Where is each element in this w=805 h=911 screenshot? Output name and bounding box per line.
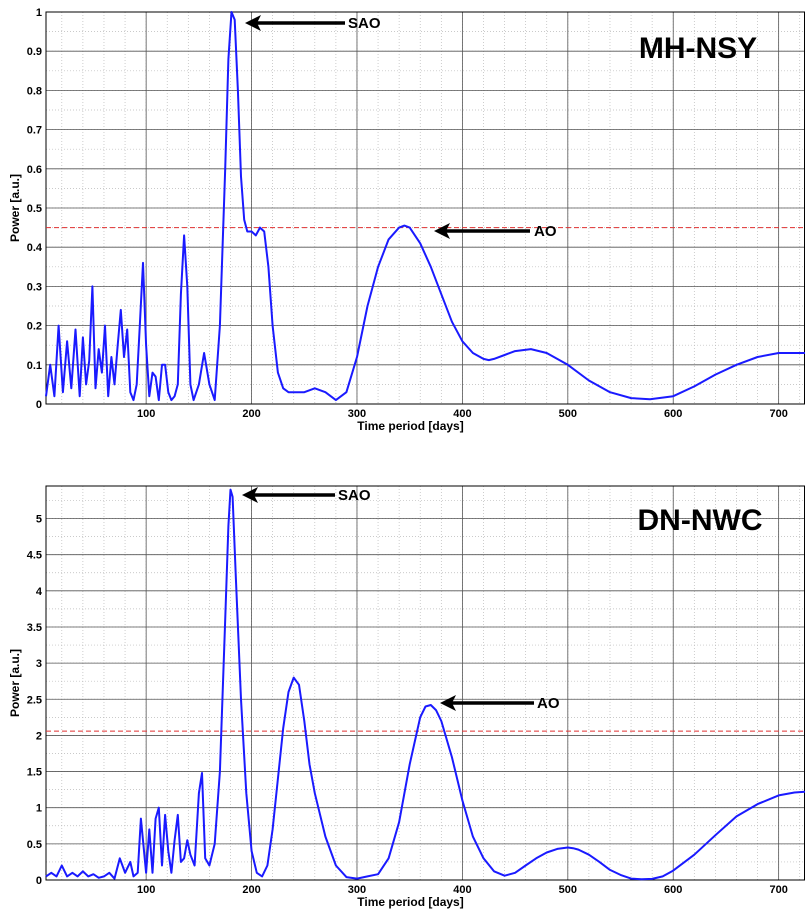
y-tick-label: 0 xyxy=(36,875,42,887)
y-axis-label: Power [a.u.] xyxy=(8,649,22,717)
panel-title: MH-NSY xyxy=(639,32,757,65)
x-tick-label: 200 xyxy=(242,408,260,420)
y-tick-label: 5 xyxy=(36,514,42,526)
x-tick-label: 700 xyxy=(769,884,787,896)
x-tick-label: 300 xyxy=(348,408,366,420)
y-tick-label: 0.7 xyxy=(27,125,42,137)
y-tick-label: 1.5 xyxy=(27,767,42,779)
x-tick-label: 500 xyxy=(559,884,577,896)
x-tick-label: 700 xyxy=(769,408,787,420)
y-axis-label: Power [a.u.] xyxy=(8,174,22,242)
y-tick-label: 0.5 xyxy=(27,203,42,215)
x-tick-label: 100 xyxy=(137,884,155,896)
y-tick-label: 3 xyxy=(36,658,42,670)
x-axis-label: Time period [days] xyxy=(357,895,463,909)
plot-area xyxy=(46,486,805,880)
y-tick-label: 1 xyxy=(36,803,42,815)
y-tick-label: 0.5 xyxy=(27,839,42,851)
y-tick-label: 0.2 xyxy=(27,321,42,333)
x-tick-label: 500 xyxy=(559,408,577,420)
y-tick-label: 0.6 xyxy=(27,164,42,176)
y-tick-label: 0.8 xyxy=(27,85,42,97)
x-tick-label: 200 xyxy=(242,884,260,896)
y-tick-label: 0.4 xyxy=(27,242,43,254)
y-tick-label: 2 xyxy=(36,730,42,742)
y-tick-label: 0 xyxy=(36,399,42,411)
annotation-label: AO xyxy=(537,695,560,712)
y-tick-label: 0.3 xyxy=(27,281,42,293)
panel-title: DN-NWC xyxy=(638,504,763,537)
x-tick-label: 600 xyxy=(664,884,682,896)
x-tick-label: 100 xyxy=(137,408,155,420)
annotation-arrow-head xyxy=(242,487,258,503)
y-tick-label: 2.5 xyxy=(27,694,42,706)
x-tick-label: 600 xyxy=(664,408,682,420)
x-tick-label: 400 xyxy=(453,884,471,896)
annotation-arrow-head xyxy=(434,223,450,239)
annotation-label: SAO xyxy=(338,487,371,504)
chart-panel-dn-nwc: 100 200 300 400 500 600 700 0 0.5 1 1.5 2 2.5 3 3.5 4 4.… xyxy=(8,485,805,909)
y-tick-label: 3.5 xyxy=(27,622,42,634)
x-tick-label: 400 xyxy=(453,408,471,420)
y-tick-label: 4.5 xyxy=(27,550,42,562)
y-tick-label: 0.1 xyxy=(27,360,42,372)
annotation-label: SAO xyxy=(348,15,381,32)
y-tick-label: 1 xyxy=(36,7,42,19)
annotation-arrow-head xyxy=(440,695,456,711)
x-tick-label: 300 xyxy=(348,884,366,896)
x-axis-label: Time period [days] xyxy=(357,419,463,433)
annotation-arrow-head xyxy=(245,15,261,31)
annotation-label: AO xyxy=(534,223,557,240)
y-tick-label: 0.9 xyxy=(27,46,42,58)
power-spectrum-line xyxy=(45,11,805,402)
chart-panel-mh-nsy: 100 200 300 400 500 600 700 0 0.1 0.2 0.3 0.4 0.5 0.6… xyxy=(8,7,805,433)
y-tick-label: 4 xyxy=(36,586,43,598)
power-spectrum-line xyxy=(45,488,805,881)
